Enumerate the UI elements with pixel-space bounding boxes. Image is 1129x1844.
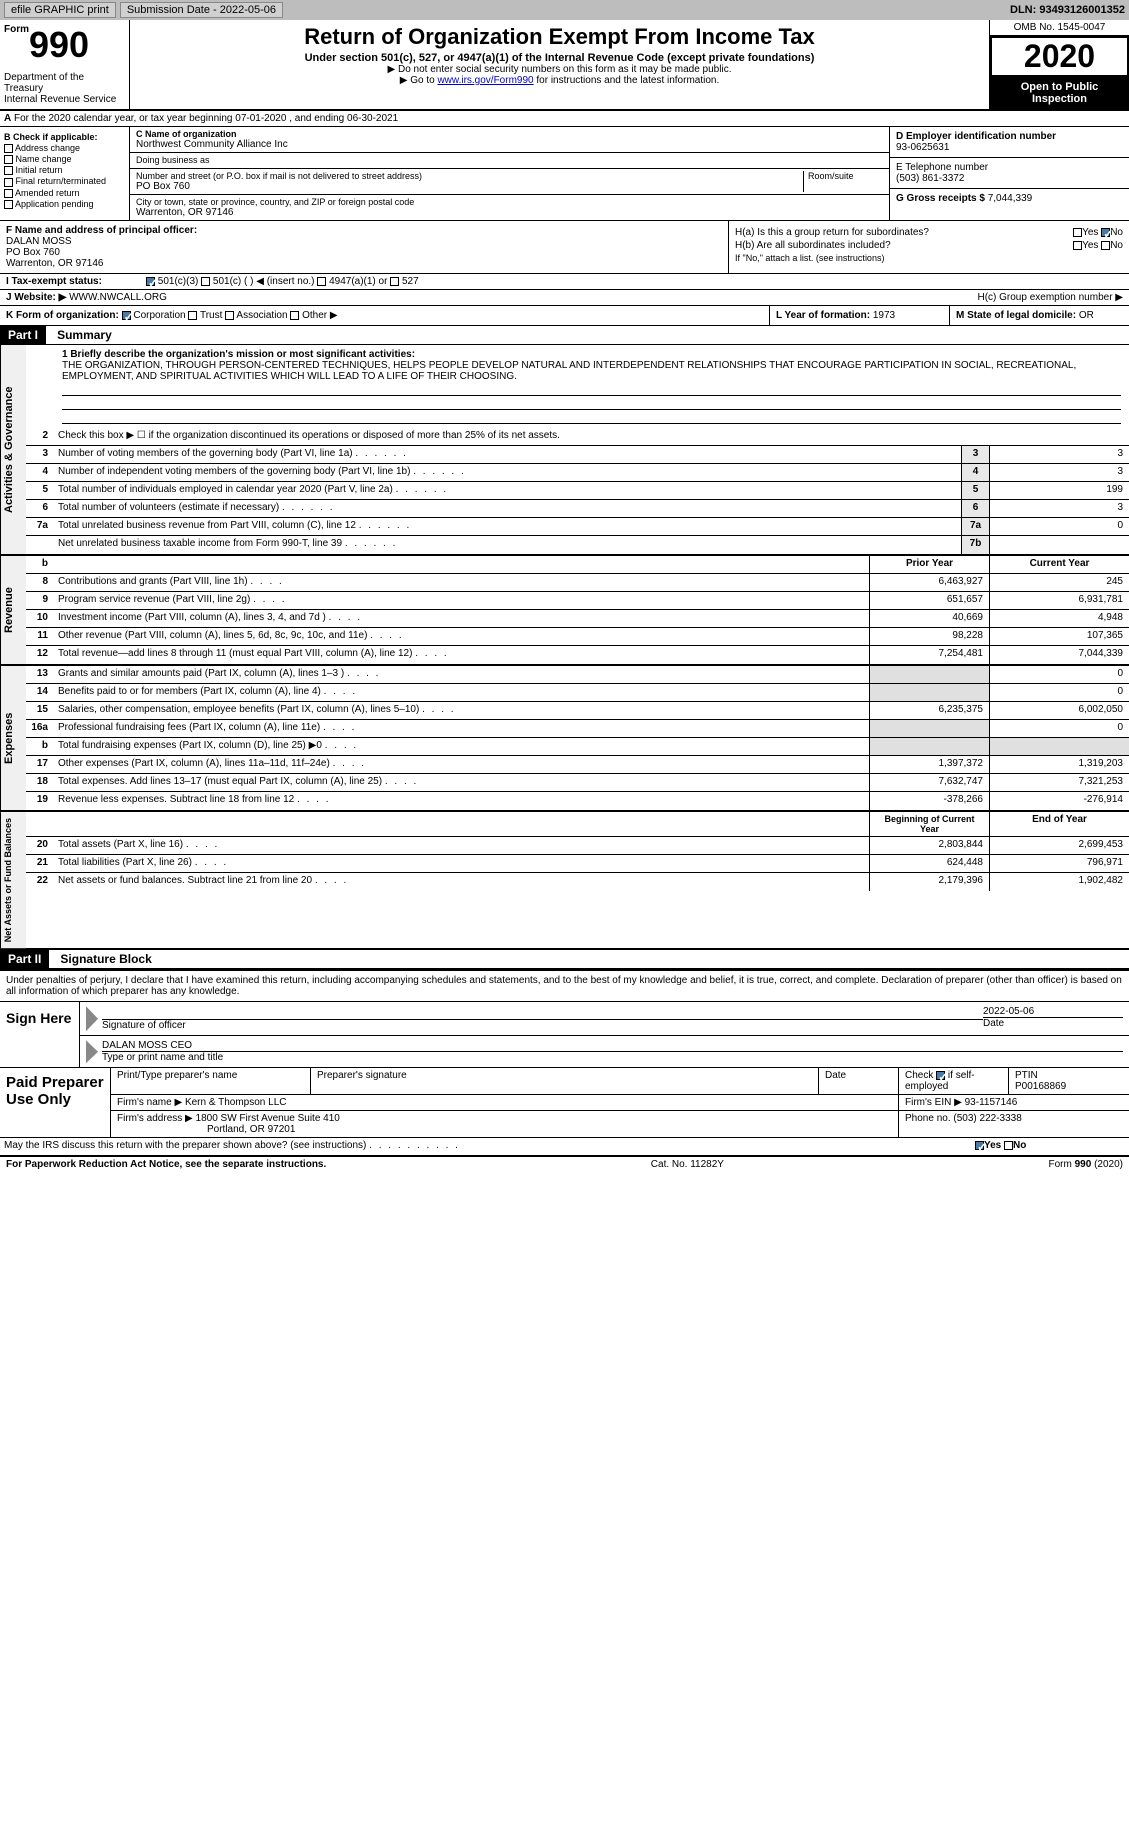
checkbox-item[interactable]: Final return/terminated [4,176,125,186]
tax-status-option[interactable]: 501(c) ( ) ◀ (insert no.) [201,276,317,287]
checkbox-item[interactable]: Amended return [4,188,125,198]
org-form-option[interactable]: Other ▶ [290,310,337,321]
part1-header: Part I Summary [0,326,1129,345]
table-row: 5Total number of individuals employed in… [26,482,1129,500]
section-b: B Check if applicable: Address change Na… [0,127,130,220]
table-row: 7aTotal unrelated business revenue from … [26,518,1129,536]
org-city: Warrenton, OR 97146 [136,207,883,218]
org-name: Northwest Community Alliance Inc [136,139,883,150]
officer-name: DALAN MOSS [6,236,722,247]
dept-label: Department of the Treasury Internal Reve… [4,72,125,105]
efile-button[interactable]: efile GRAPHIC print [4,2,116,18]
table-row: 12Total revenue—add lines 8 through 11 (… [26,646,1129,664]
public-inspection: Open to Public Inspection [990,77,1129,109]
table-row: 11Other revenue (Part VIII, column (A), … [26,628,1129,646]
gross-receipts: 7,044,339 [988,193,1033,204]
org-form-option[interactable]: Corporation [122,310,189,321]
table-row: 22Net assets or fund balances. Subtract … [26,873,1129,891]
org-address: PO Box 760 [136,181,803,192]
row-klm: K Form of organization: Corporation Trus… [0,306,1129,326]
table-row: 10Investment income (Part VIII, column (… [26,610,1129,628]
dln-label: DLN: 93493126001352 [1010,4,1125,16]
revenue-section: Revenue b Prior Year Current Year 8Contr… [0,556,1129,666]
expenses-section: Expenses 13Grants and similar amounts pa… [0,666,1129,812]
table-row: 18Total expenses. Add lines 13–17 (must … [26,774,1129,792]
table-row: 14Benefits paid to or for members (Part … [26,684,1129,702]
page-footer: For Paperwork Reduction Act Notice, see … [0,1155,1129,1172]
topbar: efile GRAPHIC print Submission Date - 20… [0,0,1129,20]
checkbox-item[interactable]: Application pending [4,199,125,209]
checkbox-item[interactable]: Address change [4,143,125,153]
table-row: 17Other expenses (Part IX, column (A), l… [26,756,1129,774]
tax-status-option[interactable]: 501(c)(3) [146,276,201,287]
table-row: 3Number of voting members of the governi… [26,446,1129,464]
website-note: ▶ Go to www.irs.gov/Form990 for instruct… [138,75,981,86]
table-row: 21Total liabilities (Part X, line 26) . … [26,855,1129,873]
checkbox-item[interactable]: Initial return [4,165,125,175]
omb-number: OMB No. 1545-0047 [990,20,1129,36]
mission-text: THE ORGANIZATION, THROUGH PERSON-CENTERE… [62,360,1121,382]
table-row: 16aProfessional fundraising fees (Part I… [26,720,1129,738]
org-form-option[interactable]: Trust [188,310,225,321]
telephone: (503) 861-3372 [896,173,1123,184]
tax-year: 2020 [990,36,1129,77]
governance-section: Activities & Governance 1 Briefly descri… [0,345,1129,556]
form-number: Form990 [4,24,125,66]
period-row: A For the 2020 calendar year, or tax yea… [0,111,1129,127]
part2-header: Part II Signature Block [0,950,1129,969]
form-title: Return of Organization Exempt From Incom… [138,24,981,50]
officer-sig-name: DALAN MOSS CEO [102,1040,1123,1051]
website: WWW.NWCALL.ORG [69,292,167,303]
table-row: 20Total assets (Part X, line 16) . . . .… [26,837,1129,855]
signature-block: Under penalties of perjury, I declare th… [0,969,1129,1155]
entity-block: B Check if applicable: Address change Na… [0,127,1129,221]
table-row: 8Contributions and grants (Part VIII, li… [26,574,1129,592]
ssn-note: ▶ Do not enter social security numbers o… [138,64,981,75]
table-row: 4Number of independent voting members of… [26,464,1129,482]
ein: 93-0625631 [896,142,1123,153]
form-subtitle: Under section 501(c), 527, or 4947(a)(1)… [138,52,981,64]
row-i: I Tax-exempt status: 501(c)(3) 501(c) ( … [0,274,1129,290]
tax-status-option[interactable]: 527 [390,276,418,287]
firm-name: Kern & Thompson LLC [185,1097,287,1108]
netassets-section: Net Assets or Fund Balances Beginning of… [0,812,1129,950]
table-row: 13Grants and similar amounts paid (Part … [26,666,1129,684]
row-fgh: F Name and address of principal officer:… [0,221,1129,274]
table-row: 19Revenue less expenses. Subtract line 1… [26,792,1129,810]
table-row: Net unrelated business taxable income fr… [26,536,1129,554]
table-row: 15Salaries, other compensation, employee… [26,702,1129,720]
ptin: P00168869 [1015,1081,1066,1092]
table-row: 9Program service revenue (Part VIII, lin… [26,592,1129,610]
checkbox-item[interactable]: Name change [4,154,125,164]
row-j: J Website: ▶ WWW.NWCALL.ORG H(c) Group e… [0,290,1129,306]
table-row: 6Total number of volunteers (estimate if… [26,500,1129,518]
irs-link[interactable]: www.irs.gov/Form990 [437,75,533,86]
form-header: Form990 Department of the Treasury Inter… [0,20,1129,111]
tax-status-option[interactable]: 4947(a)(1) or [317,276,390,287]
submission-date-button[interactable]: Submission Date - 2022-05-06 [120,2,283,18]
table-row: bTotal fundraising expenses (Part IX, co… [26,738,1129,756]
org-form-option[interactable]: Association [225,310,290,321]
